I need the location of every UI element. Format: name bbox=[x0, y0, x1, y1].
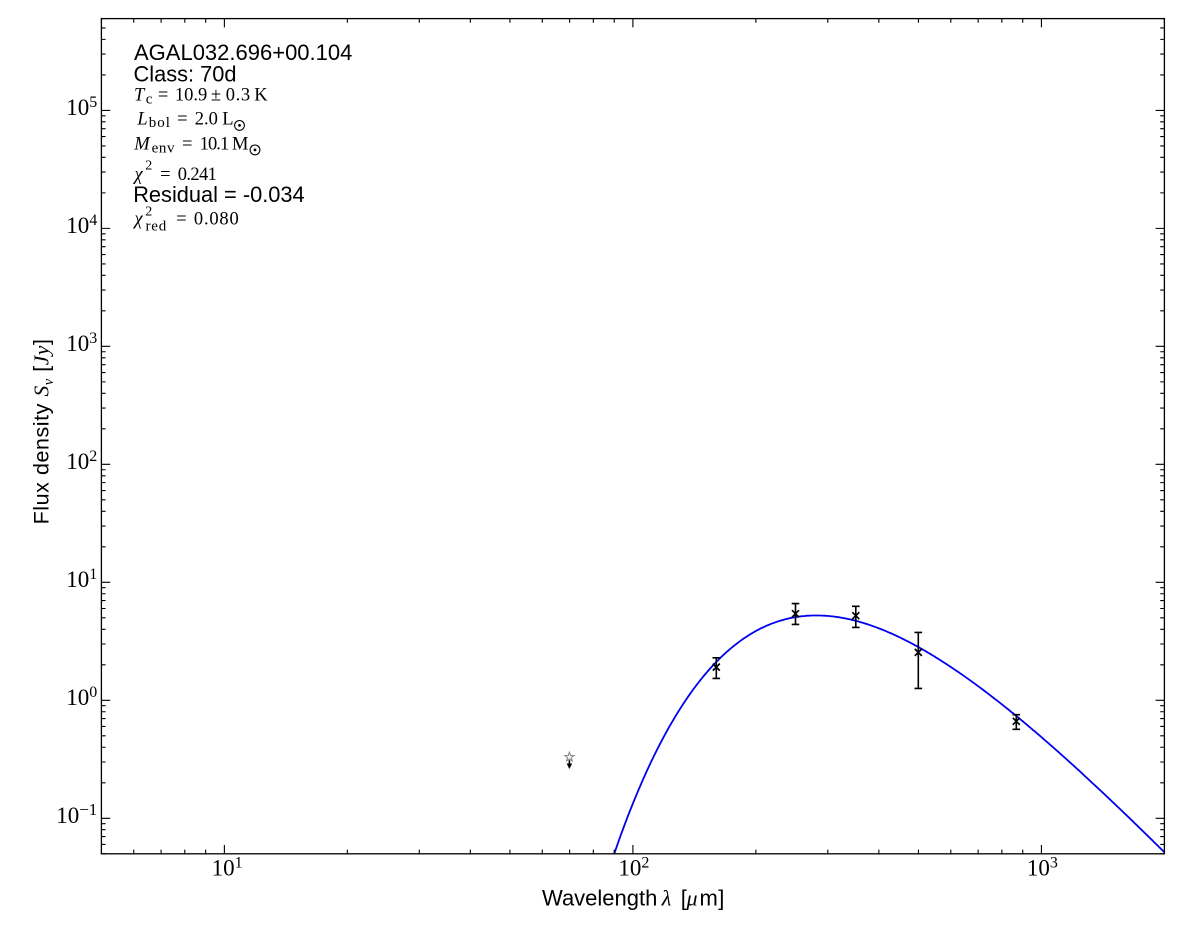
svg-text:10.9: 10.9 bbox=[175, 86, 207, 106]
svg-text:Flux density Sν [Jy]: Flux density Sν [Jy] bbox=[30, 338, 58, 524]
svg-text:Wavelength: Wavelength bbox=[542, 886, 657, 911]
svg-text:=: = bbox=[177, 109, 187, 129]
svg-text:[: [ bbox=[681, 886, 687, 911]
svg-text:0.3: 0.3 bbox=[226, 86, 251, 106]
svg-text:L: L bbox=[222, 109, 233, 129]
svg-text:env: env bbox=[152, 141, 175, 157]
svg-text:Residual = -0.034: Residual = -0.034 bbox=[133, 182, 304, 207]
svg-text:λ: λ bbox=[661, 886, 672, 911]
svg-text:χ: χ bbox=[133, 165, 144, 185]
svg-text:±: ± bbox=[211, 86, 221, 106]
svg-text:Class: 70d: Class: 70d bbox=[134, 62, 237, 87]
svg-text:2.0: 2.0 bbox=[195, 109, 218, 129]
svg-text:L: L bbox=[136, 109, 147, 129]
svg-text:=: = bbox=[182, 135, 192, 155]
svg-text:0.241: 0.241 bbox=[178, 165, 217, 185]
svg-text:101: 101 bbox=[66, 566, 97, 592]
svg-text:AGAL032.696+00.104: AGAL032.696+00.104 bbox=[134, 40, 352, 65]
svg-text:m: m bbox=[700, 886, 718, 911]
svg-text:=: = bbox=[176, 210, 186, 230]
svg-text:2: 2 bbox=[145, 158, 152, 173]
svg-text:M: M bbox=[232, 135, 248, 155]
svg-text:=: = bbox=[160, 165, 170, 185]
svg-text:red: red bbox=[146, 218, 168, 234]
svg-text:=: = bbox=[158, 86, 168, 106]
svg-text:10.1: 10.1 bbox=[200, 135, 229, 155]
svg-text:bol: bol bbox=[149, 115, 171, 131]
svg-text:c: c bbox=[146, 91, 153, 107]
svg-text:M: M bbox=[133, 135, 151, 155]
svg-text:102: 102 bbox=[618, 855, 649, 881]
svg-text:μ: μ bbox=[686, 886, 698, 911]
svg-text:χ: χ bbox=[133, 210, 144, 230]
svg-text:0.080: 0.080 bbox=[194, 210, 240, 230]
svg-text:T: T bbox=[134, 86, 146, 106]
svg-text:K: K bbox=[254, 86, 268, 106]
svg-text:2: 2 bbox=[145, 205, 152, 220]
svg-text:]: ] bbox=[718, 886, 724, 911]
